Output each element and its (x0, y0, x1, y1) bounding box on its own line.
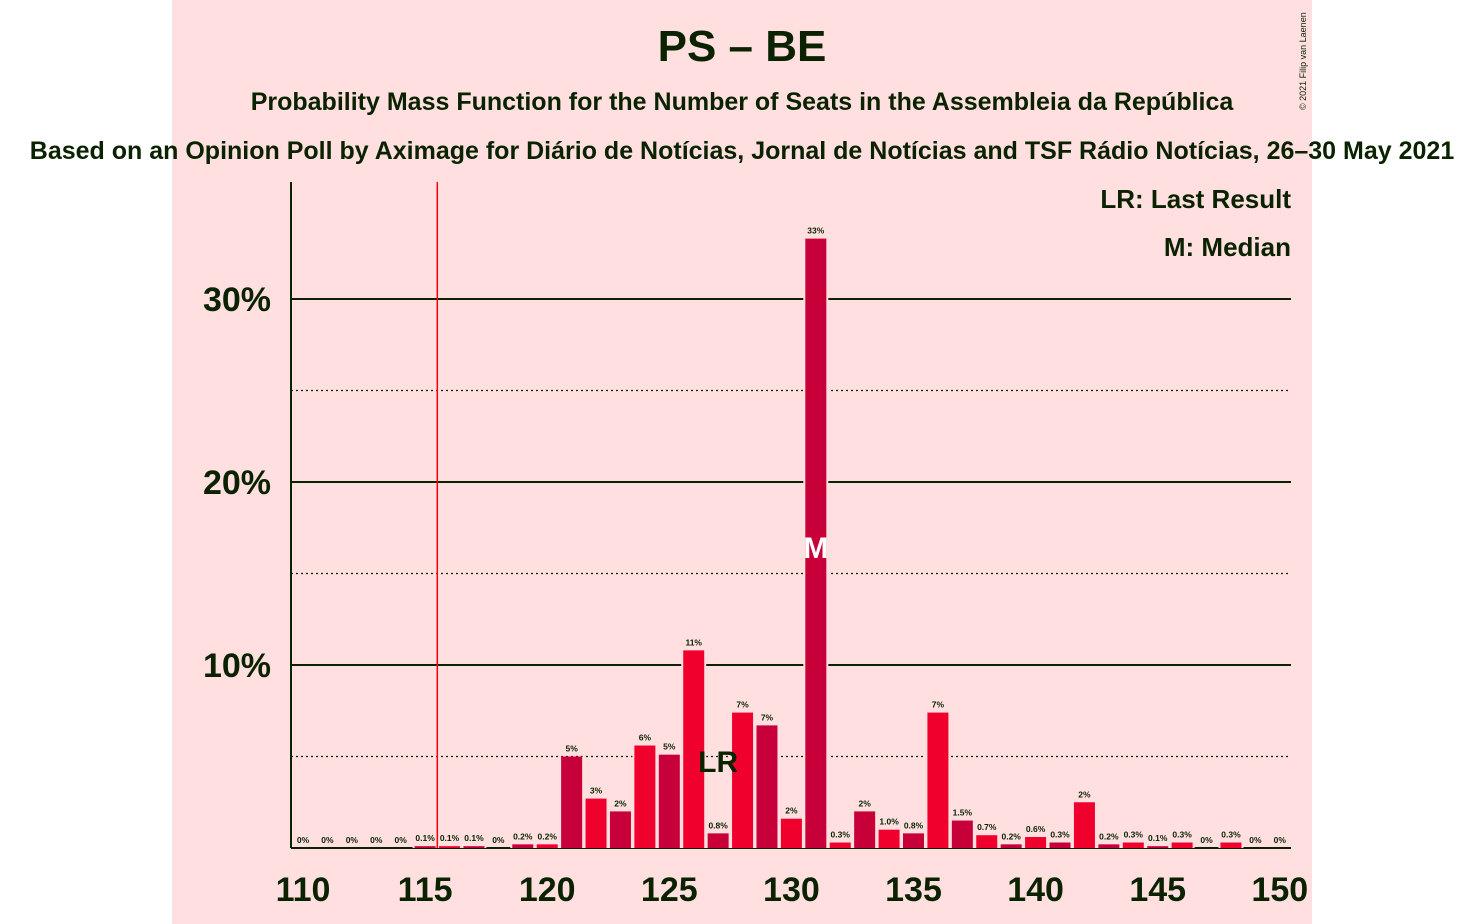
bar-seat-141 (1049, 842, 1071, 848)
bar-seat-145 (1147, 846, 1169, 848)
data-label-seat-146: 0.3% (1172, 830, 1192, 840)
data-label-seat-115: 0.1% (415, 833, 435, 843)
data-label-seat-140: 0.6% (1026, 824, 1046, 834)
bar-seat-122 (585, 798, 607, 848)
bar-seat-140 (1025, 837, 1047, 848)
data-label-seat-139: 0.2% (1001, 831, 1021, 841)
x-tick-label: 130 (763, 871, 820, 909)
x-tick-label: 135 (885, 871, 942, 909)
chart-subtitle: Probability Mass Function for the Number… (250, 88, 1234, 116)
median-marker: M (803, 532, 828, 565)
data-label-seat-147: 0% (1200, 835, 1213, 845)
x-tick-label: 115 (398, 871, 453, 909)
x-tick-label: 150 (1251, 871, 1308, 909)
bar-seat-134 (878, 829, 900, 848)
bar-seat-146 (1171, 842, 1193, 848)
data-label-seat-123: 2% (614, 798, 627, 808)
data-label-seat-135: 0.8% (904, 820, 924, 830)
y-tick-label: 10% (203, 647, 271, 685)
legend-last-result: LR: Last Result (1100, 184, 1291, 214)
data-label-seat-111: 0% (321, 835, 334, 845)
bar-seat-115 (414, 846, 436, 848)
bar-seat-142 (1073, 802, 1095, 848)
data-label-seat-120: 0.2% (538, 831, 558, 841)
data-label-seat-150: 0% (1274, 835, 1287, 845)
y-tick-label: 20% (203, 464, 271, 502)
data-label-seat-121: 5% (565, 744, 578, 754)
bar-seat-143 (1098, 844, 1120, 848)
bar-seat-148 (1220, 842, 1242, 848)
bar-seat-129 (756, 725, 778, 848)
x-tick-label: 140 (1007, 871, 1064, 909)
data-label-seat-131: 33% (807, 226, 824, 236)
chart-source: Based on an Opinion Poll by Aximage for … (29, 137, 1455, 165)
data-label-seat-116: 0.1% (440, 833, 460, 843)
bar-seat-144 (1122, 842, 1144, 848)
x-tick-label: 110 (276, 871, 331, 909)
data-label-seat-137: 1.5% (953, 808, 973, 818)
data-label-seat-133: 2% (859, 798, 872, 808)
data-label-seat-114: 0% (395, 835, 408, 845)
bar-seat-119 (512, 844, 534, 848)
data-label-seat-148: 0.3% (1221, 830, 1241, 840)
bar-seat-124 (634, 745, 656, 848)
data-label-seat-118: 0% (492, 835, 505, 845)
bar-seat-125 (658, 754, 680, 848)
bar-seat-126 (683, 650, 705, 848)
bar-seat-136 (927, 712, 949, 848)
data-label-seat-125: 5% (663, 742, 676, 752)
bar-seat-123 (609, 811, 631, 848)
data-label-seat-141: 0.3% (1050, 830, 1070, 840)
legend-median: M: Median (1163, 232, 1291, 262)
data-label-seat-117: 0.1% (464, 833, 484, 843)
bar-seat-121 (561, 756, 583, 848)
bar-seat-138 (976, 835, 998, 848)
last-result-marker: LR (698, 746, 738, 779)
data-label-seat-124: 6% (639, 733, 652, 743)
bar-seat-133 (854, 811, 876, 848)
data-label-seat-110: 0% (297, 835, 310, 845)
data-label-seat-136: 7% (932, 700, 945, 710)
data-label-seat-144: 0.3% (1124, 830, 1144, 840)
bar-seat-130 (780, 818, 802, 848)
bar-seat-139 (1000, 844, 1022, 848)
bar-seat-128 (732, 712, 754, 848)
data-label-seat-142: 2% (1078, 789, 1091, 799)
bar-seat-132 (829, 842, 851, 848)
bar-seat-131 (805, 238, 827, 849)
bar-seat-117 (463, 846, 485, 848)
data-label-seat-128: 7% (736, 700, 749, 710)
data-label-seat-119: 0.2% (513, 831, 533, 841)
bar-seat-137 (951, 820, 973, 848)
data-label-seat-113: 0% (370, 835, 383, 845)
data-label-seat-127: 0.8% (708, 820, 728, 830)
data-label-seat-138: 0.7% (977, 822, 997, 832)
bar-seat-127 (707, 833, 729, 848)
data-label-seat-149: 0% (1249, 835, 1262, 845)
data-label-seat-126: 11% (685, 637, 702, 647)
data-label-seat-112: 0% (346, 835, 359, 845)
chart-title: PS – BE (657, 22, 827, 71)
x-tick-label: 120 (519, 871, 576, 909)
bar-seat-120 (536, 844, 558, 848)
data-label-seat-145: 0.1% (1148, 833, 1168, 843)
x-tick-label: 125 (641, 871, 698, 909)
data-label-seat-129: 7% (761, 712, 774, 722)
data-label-seat-122: 3% (590, 786, 603, 796)
bar-seat-135 (903, 833, 924, 848)
bar-seat-116 (439, 846, 461, 848)
x-tick-label: 145 (1129, 871, 1186, 909)
data-label-seat-132: 0.3% (831, 830, 851, 840)
data-label-seat-134: 1.0% (879, 817, 899, 827)
data-label-seat-143: 0.2% (1099, 831, 1119, 841)
data-label-seat-130: 2% (785, 806, 798, 816)
y-tick-label: 30% (203, 281, 271, 319)
